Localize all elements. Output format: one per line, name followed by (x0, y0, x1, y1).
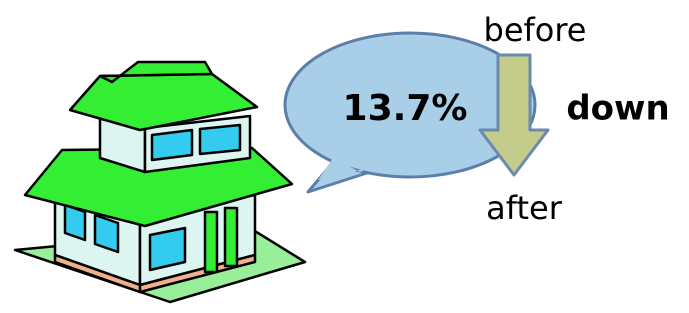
direction-label: down (566, 89, 669, 129)
house-icon (15, 62, 305, 302)
after-label: after (486, 189, 563, 227)
change-value: 13.7% (343, 88, 468, 129)
before-label: before (484, 11, 587, 49)
diagram: before 13.7% down after (0, 0, 689, 313)
